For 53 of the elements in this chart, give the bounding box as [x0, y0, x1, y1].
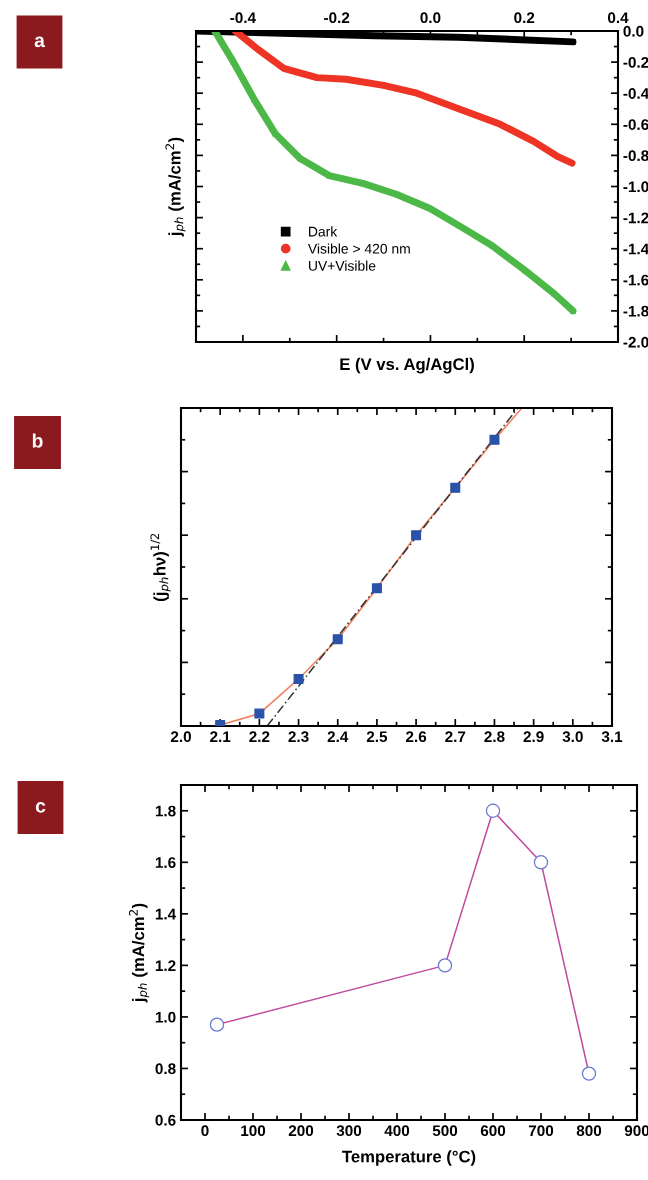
x-tick-label: 600: [480, 1125, 506, 1137]
x-tick-label: 0.0: [420, 12, 441, 24]
y-tick-label: 0.0: [623, 25, 644, 37]
y-tick-label: -1.6: [623, 274, 648, 286]
y-tick-label: 1.6: [155, 857, 176, 868]
y-tick-label: -0.2: [623, 56, 648, 68]
x-axis-title: Temperature (°C): [342, 1150, 476, 1166]
x-tick-label: -0.2: [324, 12, 350, 24]
y-axis-title: j$_{ph}$ (mA/cm$^{2}$): [165, 137, 186, 237]
x-tick-label: 2.7: [445, 731, 466, 742]
x-tick-label: 700: [528, 1125, 554, 1137]
x-tick-label: 400: [384, 1125, 410, 1137]
x-axis-title: E (V vs. Ag/AgCl): [340, 357, 474, 374]
y-axis-title: (j$_{ph}$hν)$^{1/2}$: [150, 533, 171, 601]
y-tick-label: -0.6: [623, 119, 648, 130]
legend-label: Dark: [309, 226, 338, 237]
y-axis-title: j$_{ph}$ (mA/cm$^{2}$): [129, 903, 150, 1003]
y-tick-label: 1.8: [155, 805, 176, 817]
y-tick-label: 0.6: [155, 1114, 176, 1126]
x-tick-label: -0.4: [230, 12, 256, 24]
x-tick-label: 3.1: [601, 731, 623, 743]
legend-label: Visible > 420 nm: [307, 243, 410, 254]
x-tick-label: 100: [241, 1125, 266, 1137]
x-tick-label: 300: [336, 1125, 362, 1137]
legend-label: UV+Visible: [308, 260, 376, 271]
x-tick-label: 2.4: [327, 731, 349, 742]
y-tick-label: -1.2: [623, 212, 648, 224]
y-tick-label: 0.8: [155, 1063, 176, 1075]
y-tick-label: -1.0: [623, 181, 648, 193]
x-tick-label: 0: [201, 1125, 209, 1137]
x-tick-label: 200: [288, 1125, 314, 1137]
y-tick-label: 1.0: [155, 1011, 176, 1023]
x-tick-label: 0.2: [514, 12, 535, 24]
x-tick-label: 800: [576, 1125, 602, 1137]
x-tick-label: 3.0: [562, 731, 583, 743]
x-tick-label: 2.9: [523, 731, 544, 743]
y-tick-label: -0.8: [623, 150, 648, 162]
x-tick-label: 2.1: [210, 731, 231, 742]
y-tick-label: -1.8: [623, 305, 648, 317]
x-tick-label: 2.8: [484, 731, 505, 743]
y-tick-label: 1.2: [155, 960, 176, 971]
x-tick-label: 500: [432, 1125, 458, 1137]
x-tick-label: 2.5: [366, 731, 388, 743]
text: b: [32, 433, 43, 448]
text: c: [35, 802, 46, 813]
text: a: [34, 36, 46, 48]
x-tick-label: 2.2: [249, 731, 270, 742]
x-tick-label: 2.6: [406, 731, 427, 743]
x-tick-label: 0.4: [607, 12, 629, 24]
y-tick-label: 1.4: [155, 908, 177, 920]
x-tick-label: 2.3: [288, 731, 309, 743]
y-tick-label: -2.0: [623, 336, 648, 348]
x-tick-label: 2.0: [170, 731, 191, 743]
